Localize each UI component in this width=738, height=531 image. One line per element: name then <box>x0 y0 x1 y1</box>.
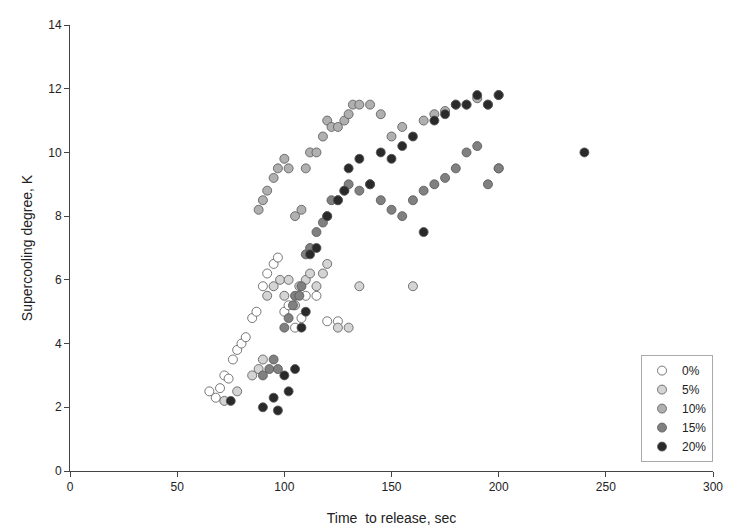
svg-text:0%: 0% <box>682 364 700 378</box>
svg-text:50: 50 <box>170 480 184 494</box>
svg-text:Supercooling degree, K: Supercooling degree, K <box>19 174 35 321</box>
svg-text:2: 2 <box>55 400 62 414</box>
svg-text:100: 100 <box>274 480 294 494</box>
svg-text:4: 4 <box>55 337 62 351</box>
svg-text:20%: 20% <box>682 440 706 454</box>
svg-text:15%: 15% <box>682 421 706 435</box>
svg-text:0: 0 <box>67 480 74 494</box>
svg-text:10: 10 <box>48 146 62 160</box>
svg-text:250: 250 <box>596 480 616 494</box>
svg-text:200: 200 <box>489 480 509 494</box>
svg-text:150: 150 <box>381 480 401 494</box>
svg-text:14: 14 <box>48 18 62 32</box>
svg-text:5%: 5% <box>682 383 700 397</box>
svg-text:12: 12 <box>48 82 62 96</box>
svg-text:8: 8 <box>55 209 62 223</box>
svg-text:10%: 10% <box>682 402 706 416</box>
svg-text:0: 0 <box>55 464 62 478</box>
svg-text:300: 300 <box>703 480 723 494</box>
svg-text:Time to release, sec: Time to release, sec <box>327 510 456 526</box>
svg-text:6: 6 <box>55 273 62 287</box>
